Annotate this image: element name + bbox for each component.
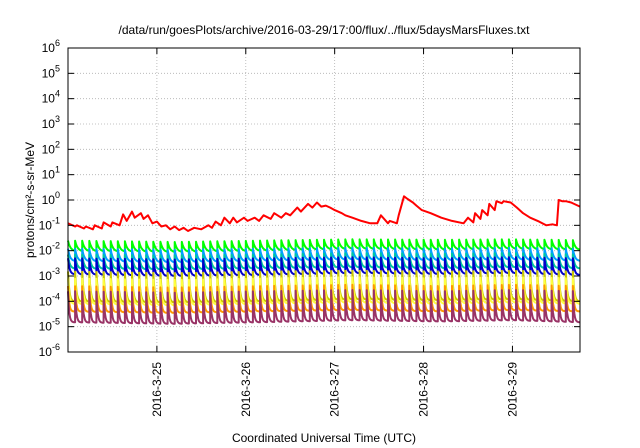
- x-tick-label: 2016-3-27: [328, 362, 342, 417]
- y-tick-label: 101: [42, 165, 60, 182]
- y-tick-label: 10-4: [39, 291, 60, 308]
- y-tick-label: 100: [42, 190, 60, 207]
- y-tick-label: 104: [42, 89, 60, 106]
- x-tick-label: 2016-3-26: [239, 362, 253, 417]
- y-tick-label: 10-1: [39, 215, 60, 232]
- x-tick-label: 2016-3-29: [505, 362, 519, 417]
- x-tick-label: 2016-3-28: [417, 362, 431, 417]
- series-line-9: [67, 289, 581, 325]
- series-group: [67, 195, 581, 325]
- series-line-1: [67, 195, 581, 232]
- x-axis-label: Coordinated Universal Time (UTC): [232, 431, 416, 445]
- y-tick-label: 10-5: [39, 317, 60, 334]
- chart-title: /data/run/goesPlots/archive/2016-03-29/1…: [119, 23, 531, 37]
- y-tick-label: 10-2: [39, 241, 60, 258]
- y-tick-label: 105: [42, 63, 60, 80]
- y-axis: 10-6 10-5 10-4 10-3 10-2 10-1 100 101 102 103 104 1…: [39, 38, 580, 359]
- y-tick-label: 10-3: [39, 266, 60, 283]
- y-tick-label: 10-6: [39, 342, 60, 359]
- x-axis: 2016-3-25 2016-3-26 2016-3-27 2016-3-28 2016…: [150, 48, 519, 417]
- y-tick-label: 106: [42, 38, 60, 55]
- y-tick-label: 103: [42, 114, 60, 131]
- y-axis-label: protons/cm²-s-sr-MeV: [23, 142, 37, 258]
- y-tick-label: 102: [42, 139, 60, 156]
- x-tick-label: 2016-3-25: [150, 362, 164, 417]
